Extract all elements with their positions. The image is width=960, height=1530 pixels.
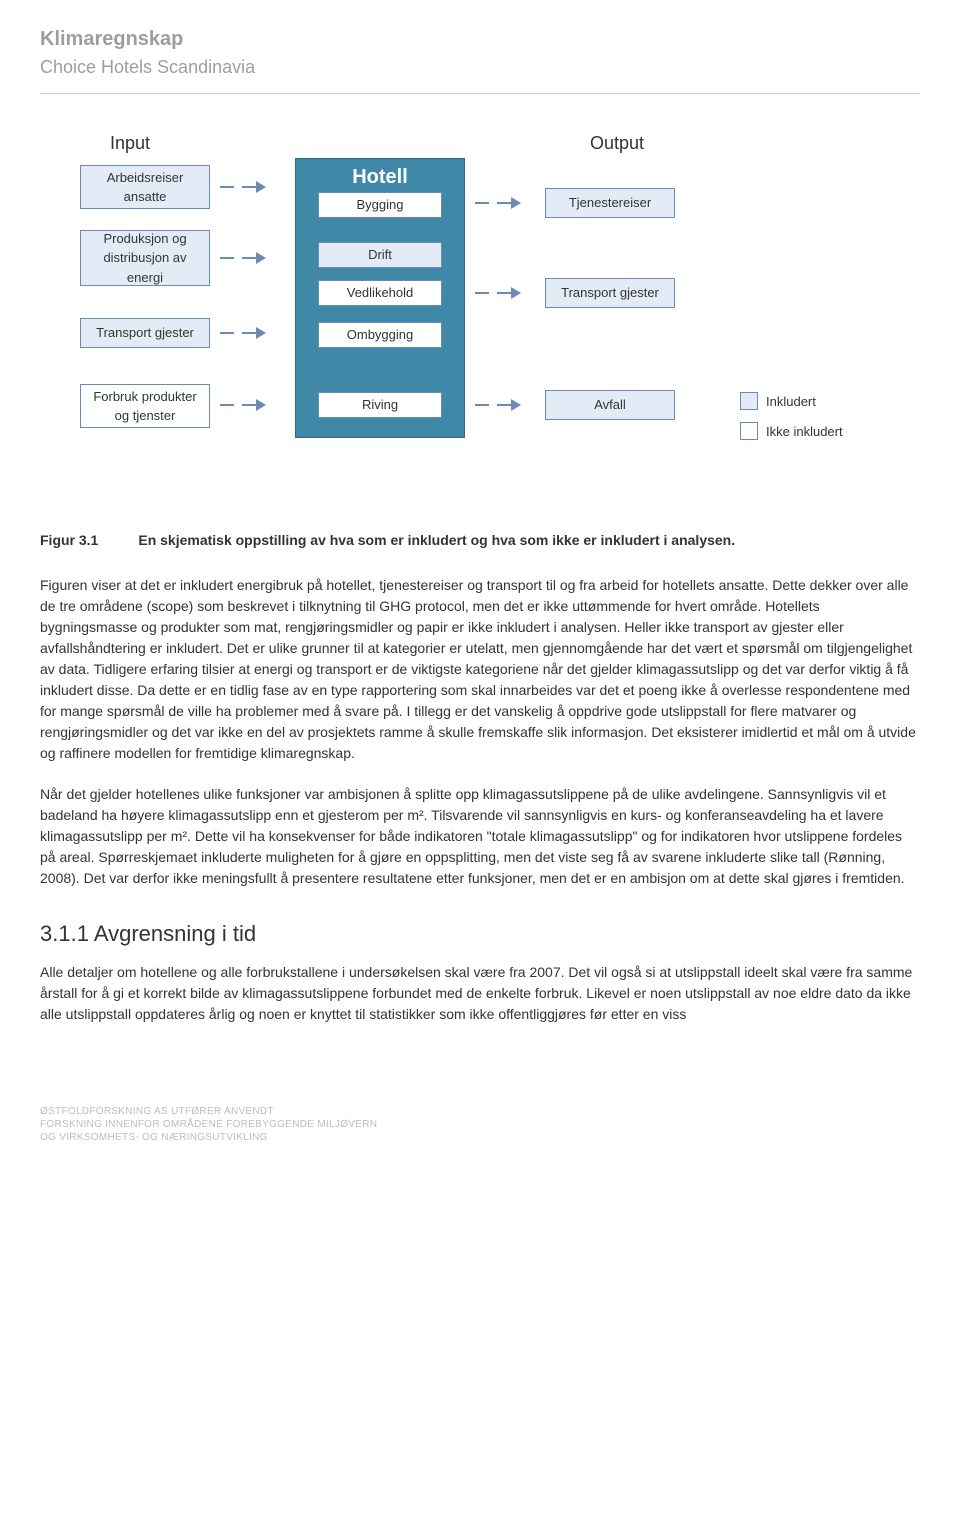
arrow-icon <box>220 400 280 410</box>
output-tjenestereiser: Tjenestereiser <box>545 188 675 218</box>
legend-excluded-label: Ikke inkludert <box>766 422 843 442</box>
arrow-icon <box>475 198 535 208</box>
hotel-title: Hotell <box>295 162 465 192</box>
phase-bygging: Bygging <box>318 192 442 218</box>
paragraph-2: Når det gjelder hotellenes ulike funksjo… <box>40 784 920 889</box>
phase-vedlikehold: Vedlikehold <box>318 280 442 306</box>
output-transport: Transport gjester <box>545 278 675 308</box>
arrow-icon <box>475 400 535 410</box>
footer-line-2: FORSKNING INNENFOR OMRÅDENE FOREBYGGENDE… <box>40 1118 920 1131</box>
input-box-transport: Transport gjester <box>80 318 210 348</box>
arrow-icon <box>220 253 280 263</box>
legend-excluded-swatch <box>740 422 758 440</box>
output-label: Output <box>590 130 644 157</box>
input-label: Input <box>110 130 150 157</box>
flow-diagram: Input Output Arbeidsreiser ansatte Produ… <box>60 130 900 490</box>
arrow-icon <box>475 288 535 298</box>
output-avfall: Avfall <box>545 390 675 420</box>
doc-title: Klimaregnskap <box>40 24 920 54</box>
footer-line-1: ØSTFOLDFORSKNING AS UTFØRER ANVENDT <box>40 1105 920 1118</box>
legend-included-label: Inkludert <box>766 392 816 412</box>
input-box-forbruk: Forbruk produkter og tjenster <box>80 384 210 428</box>
phase-ombygging: Ombygging <box>318 322 442 348</box>
footer: ØSTFOLDFORSKNING AS UTFØRER ANVENDT FORS… <box>40 1105 920 1144</box>
legend-included-swatch <box>740 392 758 410</box>
arrow-icon <box>220 328 280 338</box>
section-heading: 3.1.1 Avgrensning i tid <box>40 917 920 950</box>
figure-text: En skjematisk oppstilling av hva som er … <box>138 530 735 551</box>
arrow-icon <box>220 182 280 192</box>
doc-subtitle: Choice Hotels Scandinavia <box>40 54 920 81</box>
figure-caption: Figur 3.1 En skjematisk oppstilling av h… <box>40 530 920 551</box>
phase-drift: Drift <box>318 242 442 268</box>
paragraph-1: Figuren viser at det er inkludert energi… <box>40 575 920 764</box>
input-box-produksjon: Produksjon og distribusjon av energi <box>80 230 210 286</box>
footer-line-3: OG VIRKSOMHETS- OG NÆRINGSUTVIKLING <box>40 1131 920 1144</box>
section-body: Alle detaljer om hotellene og alle forbr… <box>40 962 920 1025</box>
divider <box>40 93 920 94</box>
phase-riving: Riving <box>318 392 442 418</box>
figure-number: Figur 3.1 <box>40 530 98 551</box>
input-box-arbeidsreiser: Arbeidsreiser ansatte <box>80 165 210 209</box>
